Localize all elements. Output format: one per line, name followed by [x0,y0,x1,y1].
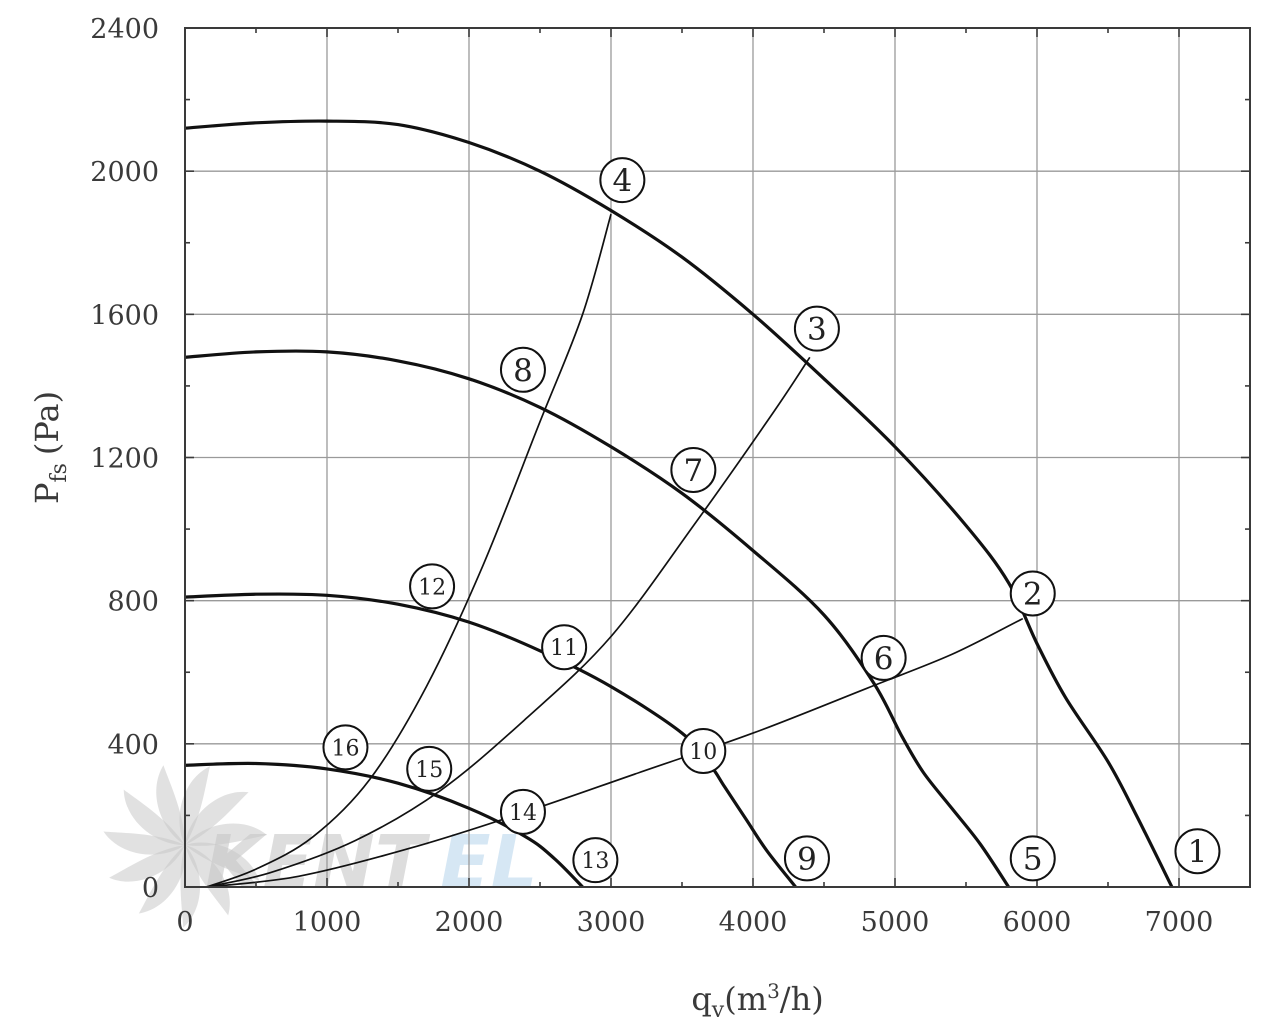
callout-label: 13 [581,849,609,874]
callout-14: 14 [499,788,546,835]
y-axis-title-p: P [28,483,66,505]
callout-circle [322,724,369,771]
callout-2: 2 [1009,570,1056,617]
callout-8: 8 [499,346,546,393]
callout-label: 2 [1023,577,1043,613]
watermark-text-kent: KENT [205,820,431,906]
watermark-fan-blade [103,831,185,855]
callout-circle [406,745,453,792]
fan-curve-2 [184,349,1010,888]
watermark-fan-blade [185,823,267,846]
callout-10: 10 [680,727,727,774]
callout-label: 10 [689,740,717,765]
callout-label: 3 [807,312,827,348]
ticks [184,27,1251,888]
watermark-fan-blade [185,791,249,845]
callout-label: 16 [331,736,359,761]
watermark-fan-blade [179,766,210,845]
callout-6: 6 [860,634,907,681]
callout-circle [783,835,830,882]
x-tick-label: 3000 [577,907,646,938]
x-tick-label: 2000 [435,907,504,938]
x-tick-label: 5000 [861,907,930,938]
callout-5: 5 [1009,835,1056,882]
system-curves [206,213,1024,888]
x-axis-title-unit-sup: 3 [767,979,780,1003]
system-curve-3 [206,213,612,888]
watermark-fan-blade [123,789,185,846]
fan-curve-1 [184,119,1174,888]
callout-label: 4 [612,163,632,199]
x-axis-title-unit-open: (m [724,980,767,1018]
callout-11: 11 [541,624,588,671]
callout-circle [1009,835,1056,882]
callout-circle [793,305,840,352]
watermark-fan-blade [156,765,185,845]
callout-circle [409,563,456,610]
x-axis-title: qv(m3/h) [691,979,823,1023]
fan-curves [184,119,1174,889]
watermark-fan-blade [185,845,230,916]
callout-1: 1 [1174,828,1221,875]
y-tick-label: 0 [142,873,159,904]
callout-label: 9 [797,841,817,877]
callout-label: 14 [509,801,537,826]
callout-circle [541,624,588,671]
y-tick-label: 400 [107,730,159,761]
fan-curve-3 [184,592,797,888]
x-tick-label: 1000 [293,907,362,938]
callout-circle [860,634,907,681]
tick-labels: 0 1000 2000 3000 4000 5000 6000 700004008001200… [90,14,1213,938]
y-tick-label: 800 [107,587,159,618]
callout-circle [680,727,727,774]
watermark-fan-blade [109,845,185,882]
callout-15: 15 [406,745,453,792]
callout-circle [1174,828,1221,875]
callout-label: 15 [415,758,443,783]
callout-circle [1009,570,1056,617]
x-axis-title-unit-close: /h) [780,980,824,1018]
callout-label: 6 [874,641,894,677]
callout-label: 7 [683,453,703,489]
watermark-fan-blade [138,845,186,914]
grid [185,28,1250,887]
callout-circle [499,346,546,393]
callout-label: 8 [513,353,533,389]
callout-label: 11 [550,636,578,661]
callout-circle [572,837,619,884]
y-axis-title-unit: (Pa) [28,391,66,455]
watermark-fan-blade [185,842,260,881]
y-tick-label: 1600 [90,300,159,331]
callout-3: 3 [793,305,840,352]
y-tick-label: 2400 [90,14,159,45]
x-tick-label: 0 [176,907,193,938]
callout-circle [670,447,717,494]
callout-label: 5 [1023,841,1043,877]
callout-circle [499,788,546,835]
callout-7: 7 [670,447,717,494]
system-curve-2 [206,356,811,888]
y-axis-title-sub: fs [47,463,72,482]
x-tick-label: 4000 [719,907,788,938]
callout-13: 13 [572,837,619,884]
y-axis-title: Pfs (Pa) [28,391,72,504]
callout-9: 9 [783,835,830,882]
system-curve-1 [206,617,1024,888]
callout-16: 16 [322,724,369,771]
watermark: KENT EL [103,765,538,928]
callout-4: 4 [599,157,646,204]
x-axis-title-sub: v [711,998,725,1023]
x-tick-label: 7000 [1145,907,1214,938]
y-tick-label: 2000 [90,157,159,188]
callout-label: 12 [418,575,446,600]
y-tick-label: 1200 [90,444,159,475]
callout-label: 1 [1188,834,1208,870]
x-tick-label: 6000 [1003,907,1072,938]
callout-circle [599,157,646,204]
x-axis-title-q: q [691,980,711,1018]
callout-12: 12 [409,563,456,610]
